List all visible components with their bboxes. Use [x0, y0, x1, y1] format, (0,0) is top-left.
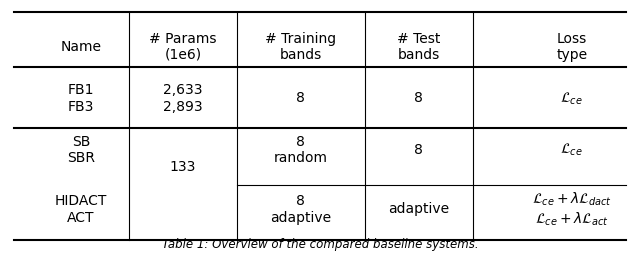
Text: 8: 8 [414, 143, 423, 156]
Text: 8
random: 8 random [274, 135, 328, 165]
Text: Loss
type: Loss type [556, 31, 588, 62]
Text: SB
SBR: SB SBR [67, 135, 95, 165]
Text: $\mathcal{L}_{ce}$: $\mathcal{L}_{ce}$ [561, 90, 583, 106]
Text: # Training
bands: # Training bands [266, 31, 337, 62]
Text: 8
adaptive: 8 adaptive [270, 194, 332, 224]
Text: Table 1: Overview of the compared baseline systems.: Table 1: Overview of the compared baseli… [162, 237, 478, 250]
Text: # Test
bands: # Test bands [397, 31, 440, 62]
Text: FB1
FB3: FB1 FB3 [68, 83, 94, 113]
Text: 8: 8 [414, 91, 423, 105]
Text: 8: 8 [296, 91, 305, 105]
Text: Name: Name [61, 40, 102, 54]
Text: $\mathcal{L}_{ce} + \lambda\mathcal{L}_{dact}$
$\mathcal{L}_{ce} + \lambda\mathc: $\mathcal{L}_{ce} + \lambda\mathcal{L}_{… [532, 190, 612, 227]
Text: 133: 133 [170, 159, 196, 173]
Text: $\mathcal{L}_{ce}$: $\mathcal{L}_{ce}$ [561, 141, 583, 158]
Text: HIDACT
ACT: HIDACT ACT [55, 194, 108, 224]
Text: # Params
(1e6): # Params (1e6) [149, 31, 217, 62]
Text: adaptive: adaptive [388, 202, 449, 216]
Text: 2,633
2,893: 2,633 2,893 [163, 83, 203, 113]
